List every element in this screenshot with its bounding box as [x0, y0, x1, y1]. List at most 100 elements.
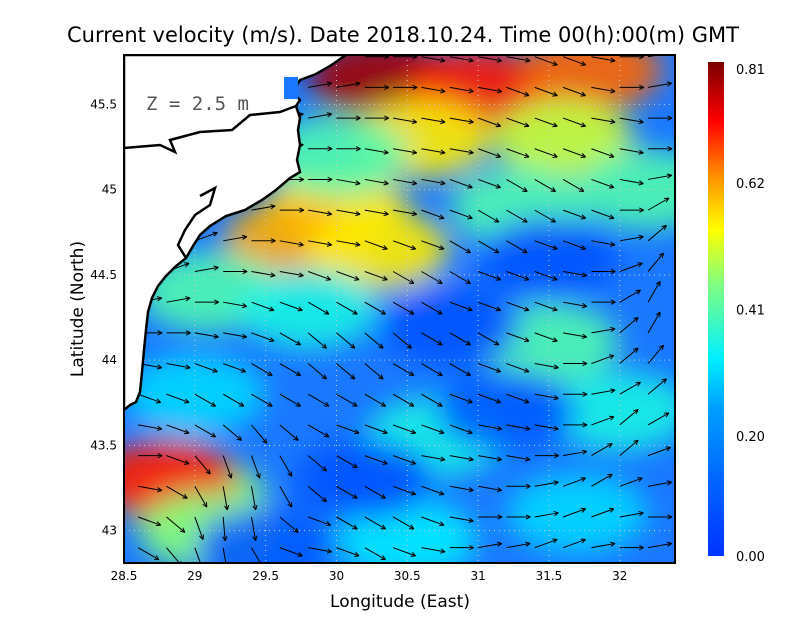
velocity-arrow — [307, 485, 327, 503]
arrow-head — [185, 330, 191, 336]
arrow-head — [610, 541, 616, 547]
velocity-arrow — [562, 209, 587, 220]
arrow-head — [383, 180, 389, 186]
arrow-head — [185, 296, 191, 302]
velocity-arrow — [534, 538, 558, 549]
arrow-head — [223, 504, 230, 511]
arrow-head — [352, 309, 358, 315]
arrow-shaft — [392, 485, 416, 495]
arrow-shaft — [421, 332, 443, 346]
arrow-head — [495, 153, 502, 158]
y-tick-label: 44.5 — [90, 268, 117, 282]
arrow-head — [580, 245, 587, 251]
arrow-head — [608, 507, 615, 513]
velocity-arrow — [194, 516, 205, 540]
velocity-arrow — [251, 363, 273, 377]
arrow-shaft — [336, 424, 360, 434]
arrow-shaft — [251, 205, 276, 211]
arrow-shaft — [251, 424, 268, 444]
y-axis-label: Latitude (North) — [68, 241, 88, 377]
arrow-head — [694, 416, 699, 420]
arrow-shaft — [364, 209, 389, 215]
arrow-head — [695, 481, 700, 485]
arrow-head — [182, 493, 188, 499]
arrow-shaft — [449, 86, 474, 93]
velocity-arrow — [194, 424, 217, 438]
velocity-arrow — [562, 507, 587, 518]
velocity-arrow — [449, 424, 473, 435]
arrow-shaft — [421, 86, 446, 93]
arrow-head — [638, 180, 644, 186]
arrow-head — [553, 510, 559, 517]
arrow-head — [325, 275, 332, 281]
arrow-shaft — [194, 455, 211, 475]
arrow-shaft — [506, 455, 531, 461]
y-tick-label: 43 — [102, 524, 117, 538]
arrow-shaft — [421, 117, 446, 123]
arrow-shaft — [647, 344, 664, 364]
velocity-arrow — [251, 204, 276, 211]
arrow-shaft — [421, 56, 446, 62]
arrow-shaft — [364, 240, 388, 250]
arrow-shaft — [534, 512, 559, 518]
velocity-arrow — [308, 209, 333, 217]
velocity-arrow — [166, 455, 190, 465]
velocity-arrow — [619, 234, 644, 242]
velocity-arrow — [619, 477, 643, 487]
arrow-head — [635, 289, 641, 295]
y-tick-label: 44 — [102, 353, 117, 367]
x-tick-label: 29 — [187, 569, 202, 583]
velocity-arrow — [647, 344, 664, 364]
arrow-shaft — [619, 289, 641, 303]
velocity-arrow — [676, 511, 700, 517]
arrow-shaft — [137, 516, 161, 526]
arrow-shaft — [506, 332, 530, 342]
velocity-arrow — [307, 516, 332, 527]
coastal-water-patch — [284, 77, 298, 99]
arrow-head — [496, 425, 503, 431]
arrow-shaft — [619, 512, 644, 518]
arrow-shaft — [364, 516, 386, 530]
arrow-shaft — [222, 486, 228, 511]
velocity-arrow — [307, 393, 330, 407]
velocity-arrow — [506, 209, 528, 223]
arrow-head — [553, 364, 559, 370]
arrow-head — [695, 450, 700, 454]
arrow-shaft — [336, 516, 358, 530]
velocity-arrow — [279, 301, 303, 312]
velocity-arrow — [364, 485, 386, 499]
velocity-arrow — [421, 547, 446, 554]
velocity-arrow — [477, 393, 502, 404]
arrow-shaft — [421, 178, 446, 185]
arrow-head — [323, 309, 330, 315]
arrow-head — [552, 122, 558, 128]
velocity-arrow — [421, 56, 446, 63]
velocity-arrow — [307, 455, 327, 472]
arrow-shaft — [194, 393, 216, 407]
arrow-shaft — [478, 485, 502, 491]
speed-region — [507, 473, 648, 554]
arrow-head — [495, 183, 502, 189]
arrow-head — [380, 524, 386, 530]
velocity-arrow — [279, 332, 302, 346]
arrow-head — [467, 214, 473, 220]
velocity-arrow — [421, 148, 446, 155]
arrow-head — [241, 303, 248, 309]
velocity-arrow — [279, 393, 302, 407]
arrow-head — [658, 344, 664, 351]
arrow-head — [552, 91, 558, 97]
arrow-shaft — [676, 251, 688, 272]
arrow-head — [380, 493, 386, 499]
velocity-arrow — [591, 388, 616, 395]
arrow-shaft — [591, 542, 616, 549]
colorbar-ticks: 0.81 0.62 0.41 0.20 0.00 — [736, 63, 765, 565]
arrow-head — [295, 401, 302, 407]
velocity-arrow — [534, 209, 556, 223]
velocity-arrow — [676, 79, 699, 88]
lagoon-outline — [176, 185, 218, 259]
estuary-outline — [124, 104, 297, 155]
arrow-head — [411, 180, 418, 186]
arrow-head — [695, 542, 700, 546]
arrow-shaft — [534, 424, 559, 430]
velocity-arrow — [166, 424, 190, 435]
